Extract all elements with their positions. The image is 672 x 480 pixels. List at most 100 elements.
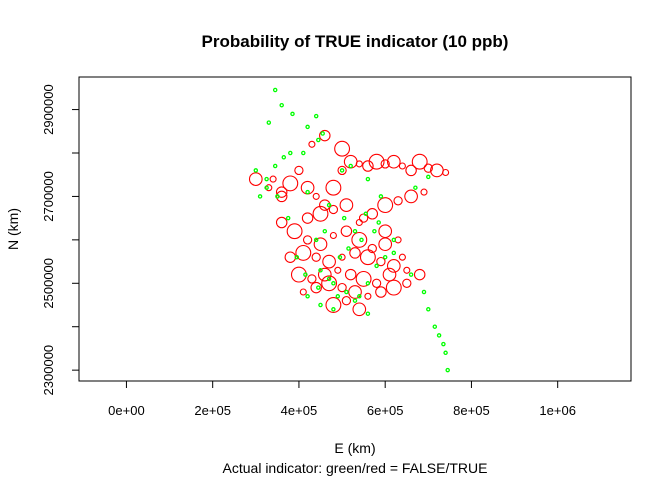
data-point-true xyxy=(312,205,329,222)
y-axis: 2300000 2500000 2700000 2900000 xyxy=(41,84,80,395)
data-point-false xyxy=(335,294,341,299)
data-point-true xyxy=(355,270,372,287)
data-point-false xyxy=(326,276,332,282)
data-point-true xyxy=(308,140,316,148)
data-point-false xyxy=(301,150,306,156)
data-point-true xyxy=(349,247,361,259)
data-point-true xyxy=(398,162,406,170)
data-point-true xyxy=(328,204,339,215)
data-point-false xyxy=(320,131,325,136)
data-point-true xyxy=(299,288,307,296)
data-point-true xyxy=(344,268,357,281)
y-tick-label: 2900000 xyxy=(41,84,56,135)
data-point-false xyxy=(426,174,431,180)
data-point-true xyxy=(380,159,390,169)
data-point-false xyxy=(303,272,308,277)
data-point-false xyxy=(357,294,362,299)
data-point-false xyxy=(264,176,269,182)
data-point-false xyxy=(288,150,293,156)
data-point-false xyxy=(313,237,319,243)
data-point-true xyxy=(295,244,312,261)
data-point-false xyxy=(326,202,332,208)
data-point-true xyxy=(310,281,322,294)
data-point-false xyxy=(365,311,371,316)
data-point-true xyxy=(269,175,277,183)
data-point-true xyxy=(338,253,346,261)
data-point-false xyxy=(443,350,448,356)
data-point-true xyxy=(337,165,347,176)
data-point-true xyxy=(307,274,317,284)
data-point-false xyxy=(316,137,321,143)
x-tick-label: 8e+05 xyxy=(453,403,490,418)
data-point-false xyxy=(365,281,371,286)
data-point-true xyxy=(290,266,307,283)
data-point-true xyxy=(376,256,386,267)
data-point-true xyxy=(404,189,418,204)
data-point-true xyxy=(340,225,353,237)
data-point-true xyxy=(371,278,382,288)
data-point-true xyxy=(393,196,403,206)
data-point-false xyxy=(391,237,397,243)
data-point-true xyxy=(300,180,315,195)
data-point-true xyxy=(355,218,363,227)
data-point-false xyxy=(305,189,310,195)
data-point-true xyxy=(284,251,297,263)
data-point-false xyxy=(372,228,377,234)
data-point-true xyxy=(334,266,342,274)
data-point-false xyxy=(346,246,351,251)
data-point-false xyxy=(339,168,345,173)
caption: Actual indicator: green/red = FALSE/TRUE xyxy=(223,460,488,476)
data-point-false xyxy=(445,367,450,373)
data-point-false xyxy=(378,194,384,199)
data-point-false xyxy=(253,168,259,173)
data-point-false xyxy=(382,254,388,260)
data-point-true xyxy=(275,190,288,203)
data-point-false xyxy=(391,250,397,256)
data-point-false xyxy=(341,215,347,221)
data-point-true xyxy=(286,223,303,240)
data-point-true xyxy=(282,175,299,192)
data-point-true xyxy=(423,163,433,173)
data-point-true xyxy=(275,186,288,198)
data-point-false xyxy=(408,272,414,277)
data-point-false xyxy=(264,185,269,190)
data-point-true xyxy=(368,153,385,170)
x-tick-label: 1e+06 xyxy=(539,403,576,418)
data-point-false xyxy=(272,163,278,169)
data-point-false xyxy=(316,285,321,290)
data-point-false xyxy=(305,124,310,130)
data-point-false xyxy=(272,87,278,93)
x-tick-label: 0e+00 xyxy=(108,403,145,418)
data-point-true xyxy=(378,237,393,252)
data-point-true xyxy=(355,160,363,168)
data-point-true xyxy=(385,279,402,296)
data-point-false xyxy=(413,185,418,190)
data-point-false xyxy=(266,120,272,125)
data-point-true xyxy=(317,267,332,282)
data-point-false xyxy=(294,254,300,260)
data-point-false xyxy=(441,341,446,347)
data-point-false xyxy=(318,302,323,308)
data-point-true xyxy=(319,129,331,142)
data-point-false xyxy=(344,289,349,295)
x-axis-label: E (km) xyxy=(334,440,375,456)
data-point-true xyxy=(359,249,376,266)
x-axis: 0e+00 2e+05 4e+05 6e+05 8e+05 1e+06 xyxy=(108,380,576,418)
data-point-false xyxy=(313,113,319,119)
data-point-false xyxy=(331,281,336,286)
data-point-false xyxy=(305,294,310,299)
data-point-false xyxy=(275,194,280,199)
data-point-true xyxy=(329,231,337,240)
data-point-false xyxy=(432,324,438,329)
data-point-false xyxy=(376,220,381,225)
y-tick-label: 2500000 xyxy=(41,258,56,309)
data-point-true xyxy=(386,259,401,273)
data-point-true xyxy=(382,267,397,282)
x-tick-label: 4e+05 xyxy=(281,403,318,418)
data-point-true xyxy=(343,154,358,169)
data-point-false xyxy=(352,298,358,303)
data-point-true xyxy=(386,154,401,169)
data-point-true xyxy=(312,192,320,200)
data-point-true xyxy=(430,163,444,178)
